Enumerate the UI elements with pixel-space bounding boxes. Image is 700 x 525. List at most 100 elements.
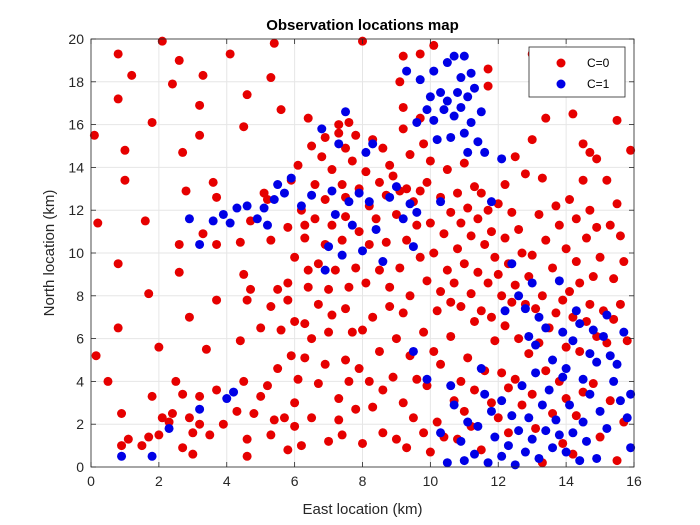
data-point bbox=[320, 359, 330, 369]
data-point bbox=[609, 314, 619, 324]
data-point bbox=[327, 186, 337, 196]
data-point bbox=[344, 197, 354, 207]
data-point bbox=[558, 295, 568, 305]
data-point bbox=[531, 304, 541, 314]
data-point bbox=[436, 197, 446, 207]
data-point bbox=[503, 441, 513, 451]
data-point bbox=[541, 426, 551, 436]
data-point bbox=[503, 428, 513, 438]
data-point bbox=[575, 456, 585, 466]
data-point bbox=[371, 224, 381, 234]
data-point bbox=[195, 419, 205, 429]
data-point bbox=[327, 310, 337, 320]
data-point bbox=[429, 66, 439, 76]
data-point bbox=[334, 128, 344, 138]
data-point bbox=[439, 229, 449, 239]
data-point bbox=[524, 331, 534, 341]
data-point bbox=[239, 376, 249, 386]
data-point bbox=[313, 259, 323, 269]
x-tick-label: 4 bbox=[223, 473, 231, 489]
data-point bbox=[432, 135, 442, 145]
data-point bbox=[358, 325, 367, 335]
data-point bbox=[290, 421, 300, 431]
data-point bbox=[578, 139, 588, 149]
data-point bbox=[419, 139, 429, 149]
data-point bbox=[514, 334, 524, 344]
data-point bbox=[412, 374, 422, 384]
data-point bbox=[164, 417, 174, 427]
data-point bbox=[561, 342, 571, 352]
data-point bbox=[256, 323, 266, 333]
data-point bbox=[313, 379, 323, 389]
data-point bbox=[286, 351, 296, 361]
data-point bbox=[412, 117, 422, 127]
data-point bbox=[432, 306, 442, 316]
data-point bbox=[232, 406, 242, 416]
data-point bbox=[469, 449, 479, 459]
data-point bbox=[456, 436, 466, 446]
data-point bbox=[497, 291, 507, 301]
data-point bbox=[544, 385, 554, 395]
data-point bbox=[402, 443, 412, 453]
y-tick-label: 10 bbox=[68, 245, 84, 261]
data-point bbox=[91, 351, 101, 361]
data-point bbox=[195, 404, 205, 414]
data-point bbox=[296, 441, 306, 451]
data-point bbox=[602, 175, 612, 185]
data-point bbox=[351, 404, 361, 414]
data-point bbox=[592, 154, 602, 164]
data-point bbox=[303, 113, 313, 123]
data-point bbox=[548, 355, 558, 365]
data-point bbox=[425, 218, 435, 228]
data-point bbox=[164, 423, 174, 433]
data-point bbox=[473, 137, 483, 147]
data-point bbox=[364, 239, 374, 249]
data-point bbox=[184, 312, 194, 322]
data-point bbox=[361, 167, 371, 177]
data-point bbox=[476, 306, 486, 316]
data-point bbox=[374, 177, 384, 187]
data-point bbox=[195, 100, 205, 110]
x-tick-label: 10 bbox=[423, 473, 439, 489]
data-point bbox=[283, 445, 293, 455]
data-point bbox=[273, 284, 283, 294]
data-point bbox=[341, 212, 351, 222]
data-point bbox=[524, 413, 534, 423]
data-point bbox=[391, 182, 401, 192]
data-point bbox=[147, 451, 157, 461]
data-point bbox=[507, 259, 517, 269]
data-point bbox=[337, 430, 347, 440]
data-point bbox=[429, 115, 439, 125]
data-point bbox=[561, 244, 571, 254]
data-point bbox=[317, 124, 327, 134]
data-point bbox=[541, 366, 551, 376]
data-point bbox=[364, 197, 374, 207]
data-point bbox=[313, 299, 323, 309]
data-point bbox=[497, 154, 507, 164]
data-point bbox=[615, 299, 625, 309]
data-point bbox=[188, 428, 198, 438]
data-point bbox=[490, 252, 500, 262]
data-point bbox=[466, 117, 476, 127]
data-point bbox=[344, 282, 354, 292]
data-point bbox=[483, 278, 493, 288]
data-point bbox=[395, 77, 405, 87]
data-point bbox=[385, 302, 395, 311]
data-point bbox=[575, 319, 585, 329]
data-point bbox=[266, 235, 276, 245]
data-point bbox=[405, 291, 415, 301]
data-point bbox=[548, 443, 558, 453]
data-point bbox=[300, 353, 310, 363]
data-point bbox=[626, 389, 636, 399]
data-point bbox=[520, 169, 530, 179]
data-point bbox=[402, 66, 412, 76]
data-point bbox=[554, 276, 564, 286]
data-point bbox=[412, 220, 422, 230]
legend-label-c1: C=1 bbox=[587, 77, 610, 91]
data-point bbox=[324, 284, 334, 294]
data-point bbox=[198, 229, 208, 239]
data-point bbox=[378, 257, 388, 267]
data-point bbox=[551, 201, 561, 211]
data-point bbox=[415, 252, 425, 262]
data-point bbox=[429, 248, 439, 258]
